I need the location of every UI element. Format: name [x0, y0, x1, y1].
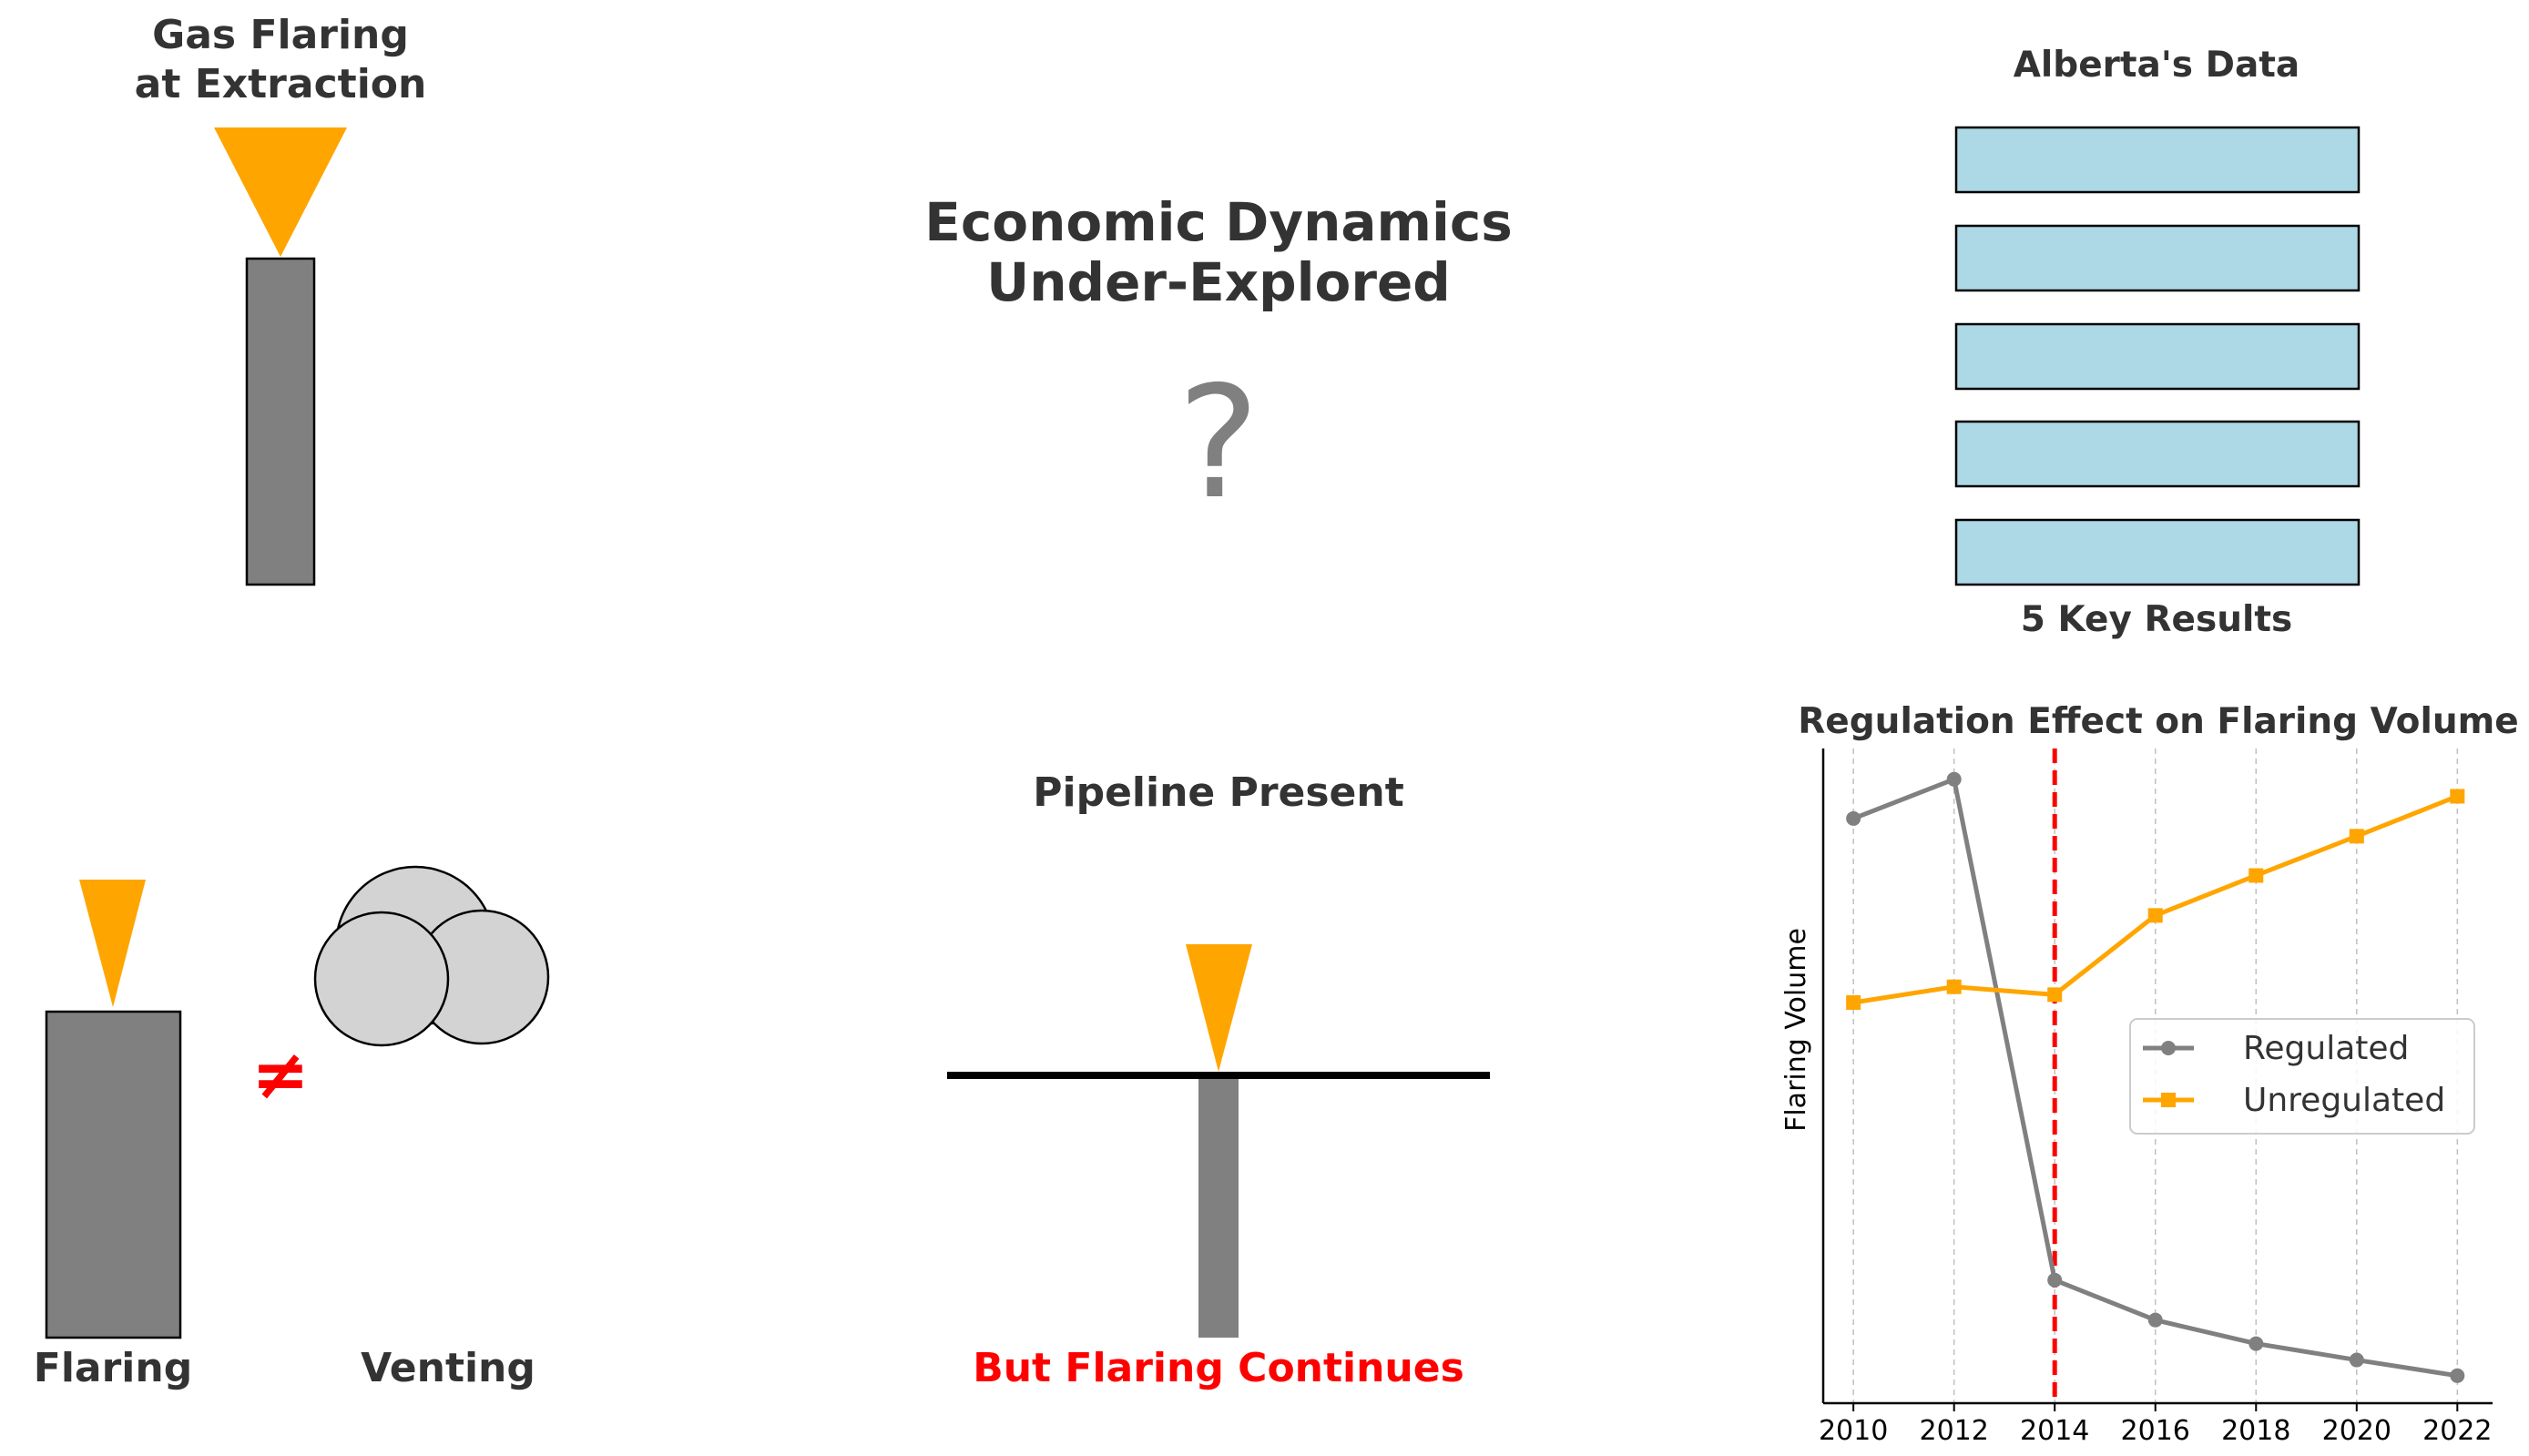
question-mark-icon: ?	[1178, 353, 1259, 534]
pipe-riser	[1198, 1075, 1239, 1338]
panel-caption: But Flaring Continues	[973, 1345, 1464, 1391]
data-point-unregulated	[2450, 789, 2465, 804]
legend-label-unregulated: Unregulated	[2243, 1082, 2445, 1119]
data-point-regulated	[1946, 771, 1962, 787]
x-tick-label: 2022	[2422, 1415, 2492, 1447]
x-tick-label: 2020	[2322, 1415, 2391, 1447]
panel-title-line-2: Under-Explored	[986, 251, 1451, 313]
result-box	[1954, 126, 2361, 194]
regulation-chart: Regulation Effect on Flaring Volume Flar…	[1780, 701, 2519, 1447]
not-equal-icon: ≠	[251, 1033, 310, 1115]
panel-title: Alberta's Data	[2014, 45, 2300, 86]
result-box	[1954, 420, 2361, 488]
x-tick-label: 2018	[2221, 1415, 2290, 1447]
data-point-regulated	[2147, 1312, 2163, 1328]
flaring-label: Flaring	[34, 1345, 192, 1391]
data-point-unregulated	[2349, 829, 2364, 844]
y-axis-label: Flaring Volume	[1780, 928, 1812, 1132]
flare-stack	[45, 1010, 182, 1339]
x-tick-label: 2014	[2020, 1415, 2089, 1447]
data-point-regulated	[2450, 1368, 2465, 1383]
data-point-unregulated	[2047, 987, 2063, 1003]
cloud-icon-part	[313, 911, 450, 1047]
data-point-regulated	[2349, 1352, 2364, 1368]
panel-economic-dynamics: Economic Dynamics Under-Explored ?	[924, 191, 1512, 534]
panel-alberta-data: Alberta's Data 5 Key Results	[1954, 45, 2361, 640]
chart-x-ticks: 2010 2012 2014 2016 2018 2020 2022	[1819, 1403, 2492, 1447]
panel-pipeline-present: Pipeline Present But Flaring Continues	[947, 769, 1490, 1391]
panel-title-line-1: Economic Dynamics	[924, 191, 1512, 253]
venting-label: Venting	[361, 1345, 535, 1391]
chart-title: Regulation Effect on Flaring Volume	[1798, 701, 2518, 742]
data-point-unregulated	[1946, 979, 1962, 994]
flame-icon	[1186, 944, 1252, 1072]
panel-flaring-vs-venting: ≠ Flaring Venting	[34, 865, 550, 1391]
flame-icon	[214, 127, 347, 257]
panel-title-line-2: at Extraction	[135, 61, 427, 107]
chart-legend: Regulated Unregulated	[2129, 1018, 2475, 1135]
panel-gas-flaring-extraction: Gas Flaring at Extraction	[135, 12, 427, 586]
data-point-unregulated	[2147, 908, 2163, 923]
chart-series-group	[1846, 771, 2465, 1383]
legend-swatch-marker	[2161, 1041, 2176, 1055]
result-box	[1954, 322, 2361, 391]
data-point-regulated	[2249, 1336, 2264, 1351]
data-point-regulated	[1846, 810, 1861, 826]
flare-stack	[245, 257, 316, 586]
x-tick-label: 2016	[2121, 1415, 2190, 1447]
result-box	[1954, 518, 2361, 586]
panel-title: Pipeline Present	[1033, 769, 1404, 816]
panel-footer: 5 Key Results	[2021, 599, 2292, 640]
chart-grid	[1852, 748, 2459, 1403]
data-point-unregulated	[1846, 994, 1861, 1010]
legend-label-regulated: Regulated	[2243, 1030, 2409, 1067]
legend-swatch-marker	[2161, 1093, 2176, 1107]
flame-icon	[79, 880, 146, 1007]
x-tick-label: 2012	[1920, 1415, 1989, 1447]
data-point-unregulated	[2249, 868, 2264, 883]
x-tick-label: 2010	[1819, 1415, 1888, 1447]
data-point-regulated	[2047, 1272, 2063, 1288]
result-box	[1954, 224, 2361, 292]
panel-title-line-1: Gas Flaring	[152, 12, 409, 58]
legend-frame	[2129, 1018, 2475, 1135]
